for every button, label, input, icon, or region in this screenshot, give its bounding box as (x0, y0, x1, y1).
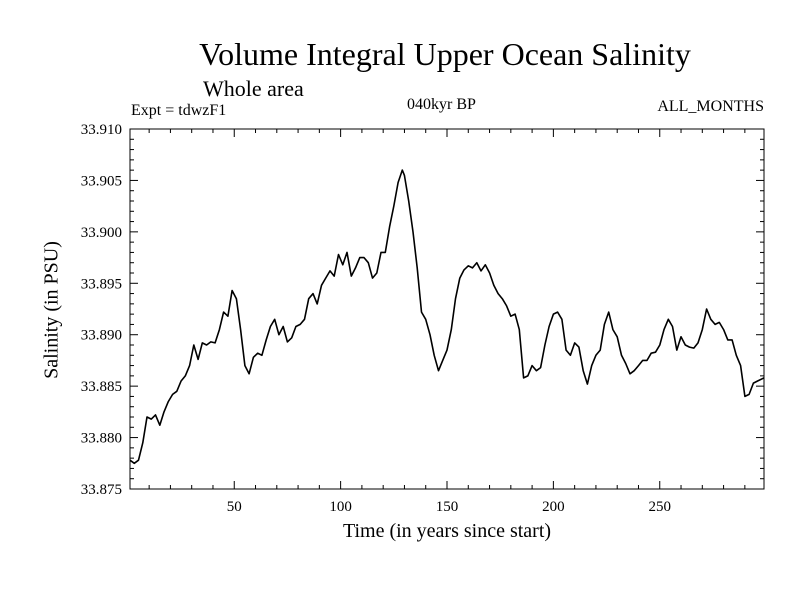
y-tick-label: 33.875 (81, 482, 122, 498)
plot-frame (129, 128, 765, 490)
y-tick-label: 33.905 (81, 173, 122, 189)
chart-subtitle: Whole area (203, 76, 304, 101)
salinity-series-line (129, 169, 765, 465)
period-label: 040kyr BP (407, 96, 476, 113)
x-axis-label: Time (in years since start) (342, 520, 552, 542)
y-tick-label: 33.895 (81, 276, 122, 292)
x-tick-label: 50 (227, 499, 242, 515)
y-tick-label: 33.900 (81, 225, 122, 241)
x-tick-label: 100 (329, 499, 352, 515)
months-label: ALL_MONTHS (657, 98, 764, 115)
y-tick-label: 33.890 (81, 328, 122, 344)
y-tick-label: 33.910 (81, 122, 122, 138)
y-tick-label: 33.885 (81, 379, 122, 395)
x-tick-label: 250 (649, 499, 672, 515)
x-tick-label: 150 (436, 499, 459, 515)
experiment-label: Expt = tdwzF1 (131, 102, 227, 119)
x-tick-label: 200 (542, 499, 565, 515)
y-tick-label: 33.880 (81, 431, 122, 447)
chart-title: Volume Integral Upper Ocean Salinity (199, 36, 691, 72)
